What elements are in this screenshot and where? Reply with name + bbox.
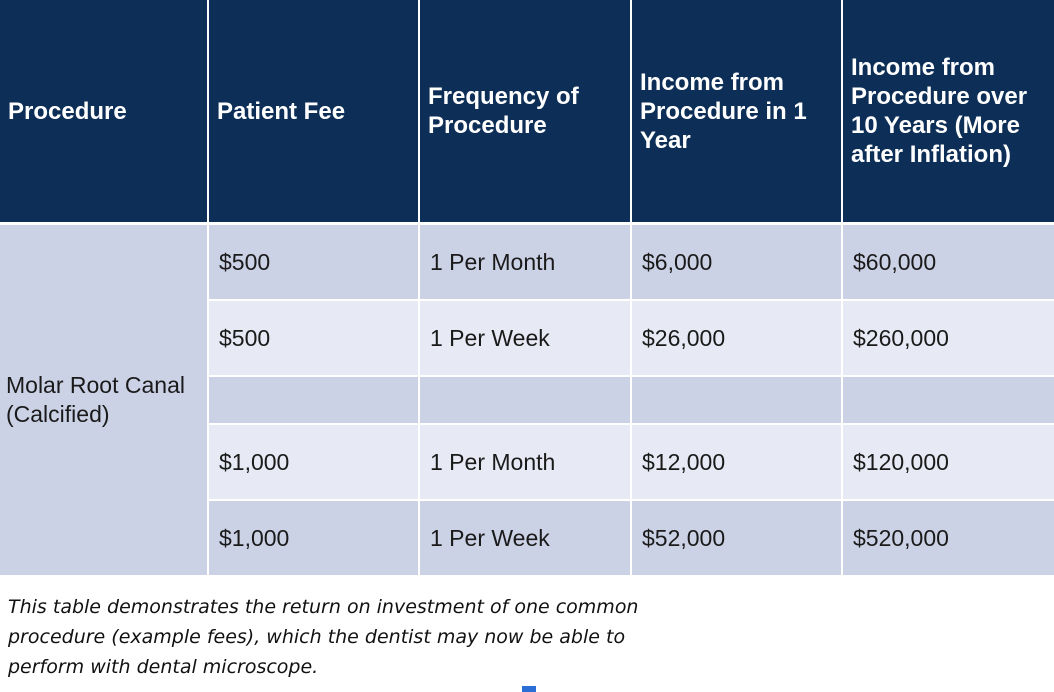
- fee-cell: $500: [208, 223, 420, 301]
- table-header-row: Procedure Patient Fee Frequency of Proce…: [0, 0, 1054, 225]
- frequency-cell: 1 Per Month: [419, 223, 632, 301]
- income-10yr-cell: $60,000: [842, 223, 1054, 301]
- income-1yr-cell: $12,000: [631, 424, 843, 501]
- income-1yr-cell: $26,000: [631, 300, 843, 377]
- income-1yr-cell: $6,000: [631, 223, 843, 301]
- frequency-cell: 1 Per Week: [419, 500, 632, 577]
- table-row: $1,000 1 Per Week $52,000 $520,000: [0, 500, 1054, 577]
- table-row: $1,000 1 Per Month $12,000 $120,000: [0, 424, 1054, 501]
- text-cursor-marker: [522, 686, 536, 692]
- header-frequency: Frequency of Procedure: [419, 0, 632, 225]
- procedure-name-cell: Molar Root Canal (Calcified): [0, 223, 209, 577]
- header-income-1-year: Income from Procedure in 1 Year: [631, 0, 843, 225]
- fee-cell: $1,000: [208, 424, 420, 501]
- roi-table: Procedure Patient Fee Frequency of Proce…: [0, 0, 1054, 577]
- table-row: $500 1 Per Week $26,000 $260,000: [0, 300, 1054, 377]
- frequency-cell: 1 Per Week: [419, 300, 632, 377]
- fee-cell: $500: [208, 300, 420, 377]
- table-row-empty: [0, 376, 1054, 425]
- income-10yr-cell: $120,000: [842, 424, 1054, 501]
- fee-cell: [208, 376, 420, 425]
- header-income-10-years: Income from Procedure over 10 Years (Mor…: [842, 0, 1054, 225]
- table-row: Molar Root Canal (Calcified) $500 1 Per …: [0, 223, 1054, 577]
- table-caption: This table demonstrates the return on in…: [8, 596, 639, 678]
- income-10yr-cell: $260,000: [842, 300, 1054, 377]
- header-procedure: Procedure: [0, 0, 209, 225]
- header-patient-fee: Patient Fee: [208, 0, 420, 225]
- income-1yr-cell: $52,000: [631, 500, 843, 577]
- frequency-cell: 1 Per Month: [419, 424, 632, 501]
- roi-table-container: Procedure Patient Fee Frequency of Proce…: [0, 0, 1054, 577]
- income-1yr-cell: [631, 376, 843, 425]
- income-10yr-cell: [842, 376, 1054, 425]
- income-10yr-cell: $520,000: [842, 500, 1054, 577]
- frequency-cell: [419, 376, 632, 425]
- fee-cell: $1,000: [208, 500, 420, 577]
